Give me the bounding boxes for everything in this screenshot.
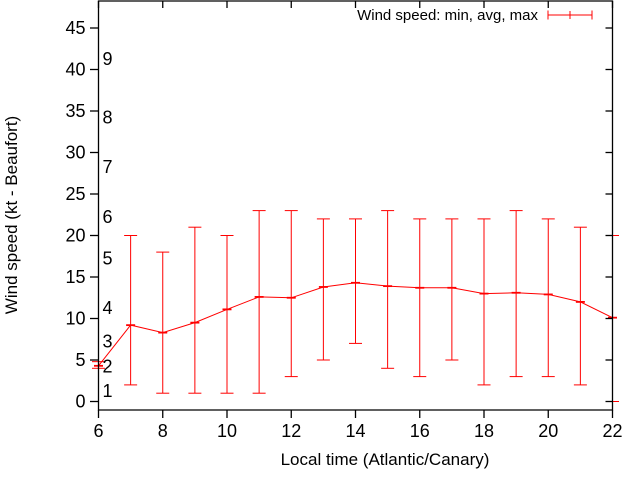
y-tick-label: 15 [65,267,85,287]
beaufort-label: 1 [103,381,113,401]
x-tick-label: 20 [538,421,558,441]
error-bar [220,235,234,394]
error-bar [413,218,427,378]
x-tick-label: 10 [217,421,237,441]
y-tick-label: 30 [65,143,85,163]
error-bar [188,226,202,394]
y-axis-title: Wind speed (kt - Beaufort) [2,116,21,314]
y-tick-label: 40 [65,60,85,80]
error-bar [252,210,266,394]
x-axis-title: Local time (Atlantic/Canary) [281,450,490,469]
error-bar [156,251,170,394]
error-bar [284,210,298,378]
error-bar [573,226,587,386]
y-tick-label: 25 [65,184,85,204]
error-bar [445,218,459,361]
x-tick-label: 8 [158,421,168,441]
y-tick-label: 0 [75,392,85,412]
error-bar [349,218,362,344]
x-tick-label: 6 [93,421,103,441]
beaufort-label: 6 [103,207,113,227]
beaufort-label: 2 [103,356,113,376]
avg-line [98,282,613,367]
y-tick-label: 35 [65,101,85,121]
beaufort-label: 5 [103,248,113,268]
x-tick-label: 12 [281,421,301,441]
beaufort-label: 8 [103,107,113,127]
beaufort-label: 9 [103,49,113,69]
legend-label: Wind speed: min, avg, max [357,7,538,24]
beaufort-label: 7 [103,157,113,177]
beaufort-label: 3 [103,331,113,351]
x-tick-label: 22 [602,421,622,441]
y-tick-label: 10 [65,309,85,329]
error-bar [509,210,523,378]
error-bar [477,218,491,386]
plot-border [97,0,614,411]
y-tick-label: 45 [65,18,85,38]
y-tick-label: 5 [75,350,85,370]
error-bar [541,218,555,378]
y-tick-label: 20 [65,226,85,246]
x-tick-label: 16 [410,421,430,441]
beaufort-label: 4 [103,298,113,318]
legend: Wind speed: min, avg, max [357,7,593,24]
x-tick-label: 18 [474,421,494,441]
error-bar [316,218,330,361]
error-bar [381,210,395,369]
error-bar [124,235,138,386]
x-tick-label: 14 [345,421,365,441]
error-bars-layer [92,210,619,402]
